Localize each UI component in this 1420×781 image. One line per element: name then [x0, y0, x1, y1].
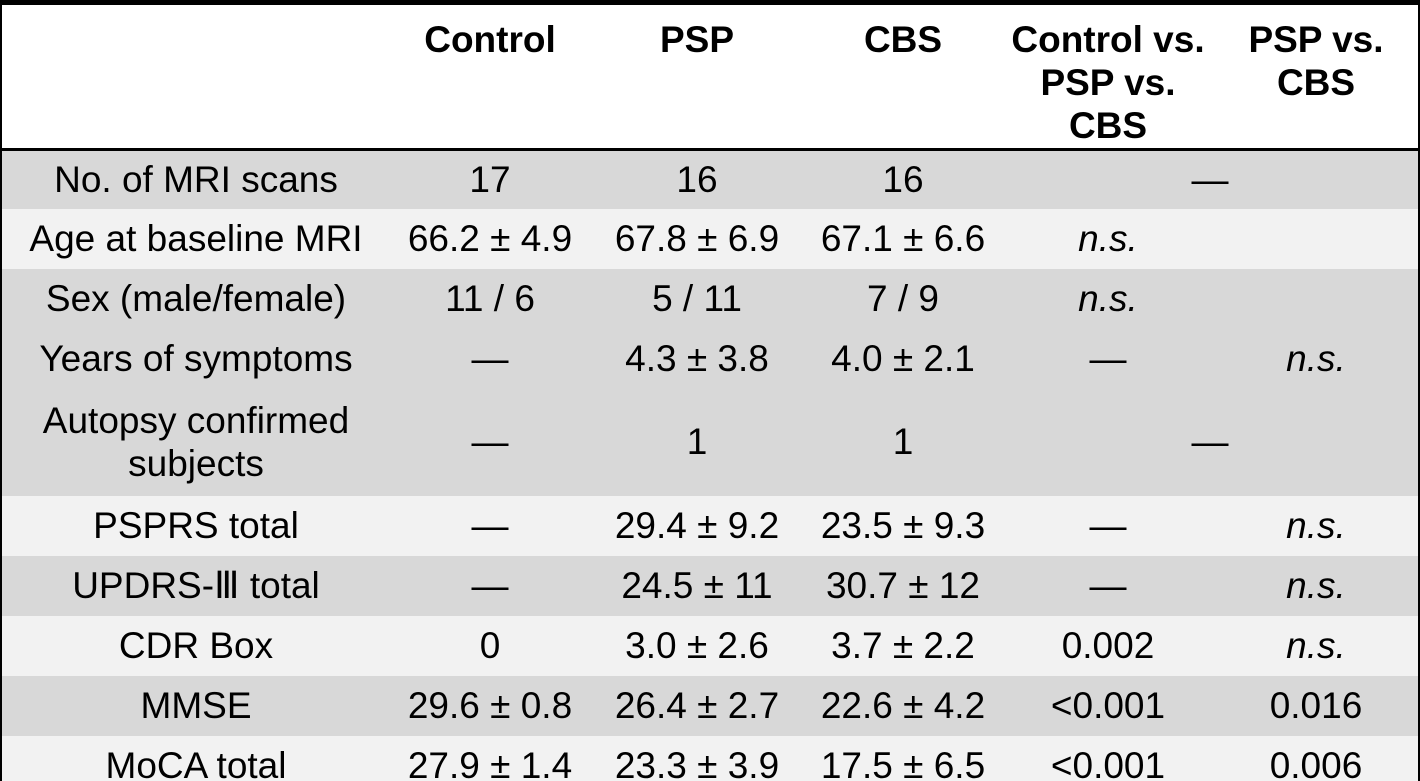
- cbs-value: 3.7 ± 2.2: [804, 616, 1002, 677]
- table-row: Years of symptoms — 4.3 ± 3.8 4.0 ± 2.1 …: [2, 329, 1418, 390]
- p-psp-cbs: n.s.: [1214, 616, 1418, 677]
- row-label: PSPRS total: [2, 496, 390, 557]
- table-row: Age at baseline MRI 66.2 ± 4.9 67.8 ± 6.…: [2, 209, 1418, 270]
- table-row: CDR Box 0 3.0 ± 2.6 3.7 ± 2.2 0.002 n.s.: [2, 616, 1418, 677]
- p-psp-cbs: n.s.: [1214, 496, 1418, 557]
- table-row: Sex (male/female) 11 / 6 5 / 11 7 / 9 n.…: [2, 269, 1418, 330]
- p-control-psp-cbs: n.s.: [1002, 269, 1214, 330]
- table-row: PSPRS total — 29.4 ± 9.2 23.5 ± 9.3 — n.…: [2, 496, 1418, 557]
- control-value: —: [390, 556, 590, 617]
- table-row: No. of MRI scans 17 16 16 —: [2, 149, 1418, 210]
- header-label-col: [2, 5, 390, 151]
- row-label: Age at baseline MRI: [2, 209, 390, 270]
- cbs-value: 16: [804, 149, 1002, 210]
- control-value: —: [390, 329, 590, 390]
- header-psp: PSP: [590, 5, 804, 151]
- p-control-psp-cbs: <0.001: [1002, 676, 1214, 737]
- p-psp-cbs: 0.006: [1214, 736, 1418, 781]
- p-psp-cbs: [1214, 269, 1418, 330]
- psp-value: 5 / 11: [590, 269, 804, 330]
- cbs-value: 7 / 9: [804, 269, 1002, 330]
- psp-value: 67.8 ± 6.9: [590, 209, 804, 270]
- psp-value: 3.0 ± 2.6: [590, 616, 804, 677]
- header-control: Control: [390, 5, 590, 151]
- merged-dash: —: [1002, 389, 1418, 497]
- control-value: —: [390, 496, 590, 557]
- p-psp-cbs: 0.016: [1214, 676, 1418, 737]
- psp-value: 24.5 ± 11: [590, 556, 804, 617]
- header-control-vs-line1: Control vs.: [1011, 19, 1205, 60]
- cbs-value: 17.5 ± 6.5: [804, 736, 1002, 781]
- psp-value: 1: [590, 389, 804, 497]
- header-control-vs-psp-vs-cbs: Control vs. PSP vs. CBS: [1002, 5, 1214, 151]
- control-value: 0: [390, 616, 590, 677]
- control-value: 11 / 6: [390, 269, 590, 330]
- psp-value: 4.3 ± 3.8: [590, 329, 804, 390]
- row-label: MMSE: [2, 676, 390, 737]
- control-value: 27.9 ± 1.4: [390, 736, 590, 781]
- row-label: Autopsy confirmed subjects: [2, 389, 390, 497]
- row-label: MoCA total: [2, 736, 390, 781]
- psp-value: 29.4 ± 9.2: [590, 496, 804, 557]
- control-value: —: [390, 389, 590, 497]
- cbs-value: 1: [804, 389, 1002, 497]
- p-control-psp-cbs: —: [1002, 329, 1214, 390]
- row-label: CDR Box: [2, 616, 390, 677]
- cbs-value: 30.7 ± 12: [804, 556, 1002, 617]
- control-value: 29.6 ± 0.8: [390, 676, 590, 737]
- cbs-value: 67.1 ± 6.6: [804, 209, 1002, 270]
- merged-dash: —: [1002, 149, 1418, 210]
- header-cbs: CBS: [804, 5, 1002, 151]
- psp-value: 16: [590, 149, 804, 210]
- header-psp-vs-cbs: PSP vs. CBS: [1214, 5, 1418, 151]
- cbs-value: 4.0 ± 2.1: [804, 329, 1002, 390]
- control-value: 66.2 ± 4.9: [390, 209, 590, 270]
- p-control-psp-cbs: 0.002: [1002, 616, 1214, 677]
- p-control-psp-cbs: n.s.: [1002, 209, 1214, 270]
- row-label: Years of symptoms: [2, 329, 390, 390]
- p-control-psp-cbs: <0.001: [1002, 736, 1214, 781]
- p-psp-cbs: n.s.: [1214, 329, 1418, 390]
- row-label: Sex (male/female): [2, 269, 390, 330]
- demographics-table: Control PSP CBS Control vs. PSP vs. CBS …: [2, 5, 1418, 781]
- row-label: No. of MRI scans: [2, 149, 390, 210]
- header-control-vs-line2: PSP vs. CBS: [1040, 61, 1176, 146]
- table-frame: Control PSP CBS Control vs. PSP vs. CBS …: [2, 5, 1418, 781]
- table-row: UPDRS-Ⅲ total — 24.5 ± 11 30.7 ± 12 — n.…: [2, 556, 1418, 617]
- p-psp-cbs: [1214, 209, 1418, 270]
- table-row: MMSE 29.6 ± 0.8 26.4 ± 2.7 22.6 ± 4.2 <0…: [2, 676, 1418, 737]
- cbs-value: 23.5 ± 9.3: [804, 496, 1002, 557]
- table-row: MoCA total 27.9 ± 1.4 23.3 ± 3.9 17.5 ± …: [2, 736, 1418, 781]
- psp-value: 26.4 ± 2.7: [590, 676, 804, 737]
- table-row: Autopsy confirmed subjects — 1 1 —: [2, 389, 1418, 497]
- row-label: UPDRS-Ⅲ total: [2, 556, 390, 617]
- control-value: 17: [390, 149, 590, 210]
- p-psp-cbs: n.s.: [1214, 556, 1418, 617]
- p-control-psp-cbs: —: [1002, 556, 1214, 617]
- header-row: Control PSP CBS Control vs. PSP vs. CBS …: [2, 5, 1418, 151]
- cbs-value: 22.6 ± 4.2: [804, 676, 1002, 737]
- psp-value: 23.3 ± 3.9: [590, 736, 804, 781]
- p-control-psp-cbs: —: [1002, 496, 1214, 557]
